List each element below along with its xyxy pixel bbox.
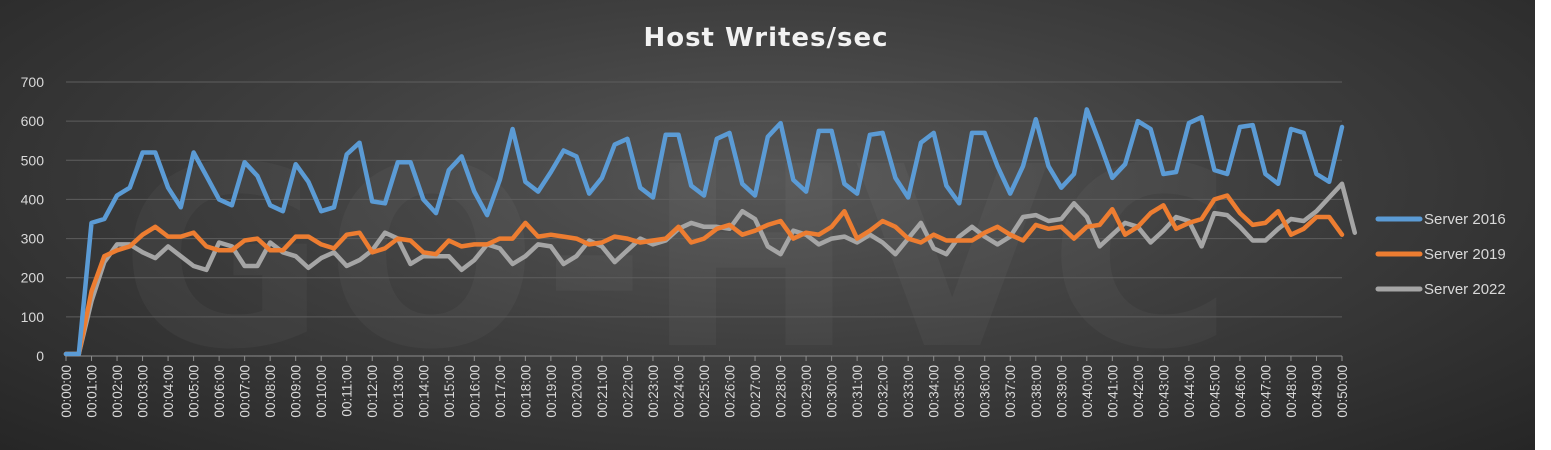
x-tick-label: 00:27:00 — [748, 365, 763, 418]
x-tick-label: 00:24:00 — [671, 365, 686, 418]
x-tick-label: 00:20:00 — [569, 365, 584, 418]
x-tick-label: 00:23:00 — [646, 365, 661, 418]
x-tick-label: 00:46:00 — [1233, 365, 1248, 418]
y-tick-label: 100 — [21, 309, 45, 325]
legend-label: Server 2019 — [1424, 246, 1506, 263]
x-tick-label: 00:15:00 — [442, 365, 457, 418]
y-tick-label: 700 — [21, 74, 45, 90]
y-tick-label: 300 — [21, 231, 45, 247]
x-tick-label: 00:49:00 — [1309, 365, 1324, 418]
x-tick-label: 00:21:00 — [595, 365, 610, 418]
x-tick-label: 00:06:00 — [212, 365, 227, 418]
x-tick-label: 00:17:00 — [493, 365, 508, 418]
x-tick-label: 00:29:00 — [799, 365, 814, 418]
x-tick-label: 00:02:00 — [110, 365, 125, 418]
x-tick-label: 00:41:00 — [1105, 365, 1120, 418]
legend-label: Server 2016 — [1424, 211, 1506, 228]
x-tick-label: 00:45:00 — [1207, 365, 1222, 418]
x-tick-label: 00:25:00 — [697, 365, 712, 418]
legend-item: Server 2016 — [1375, 211, 1506, 228]
x-tick-label: 00:04:00 — [161, 365, 176, 418]
x-tick-label: 00:05:00 — [187, 365, 202, 418]
x-tick-label: 00:50:00 — [1335, 365, 1350, 418]
x-tick-label: 00:44:00 — [1182, 365, 1197, 418]
x-tick-label: 00:16:00 — [467, 365, 482, 418]
x-tick-label: 00:09:00 — [289, 365, 304, 418]
x-tick-label: 00:19:00 — [544, 365, 559, 418]
x-tick-label: 00:12:00 — [365, 365, 380, 418]
y-axis: 0 100 200 300 400 500 600 700 — [21, 74, 45, 364]
x-tick-label: 00:47:00 — [1258, 365, 1273, 418]
x-tick-label: 00:30:00 — [825, 365, 840, 418]
x-tick-label: 00:00:00 — [59, 365, 74, 418]
y-tick-label: 0 — [36, 348, 44, 364]
x-tick-label: 00:36:00 — [978, 365, 993, 418]
x-tick-label: 00:39:00 — [1054, 365, 1069, 418]
watermark: GO-HVC — [120, 113, 1232, 404]
x-tick-label: 00:38:00 — [1029, 365, 1044, 418]
series-line-server-2016 — [63, 107, 1345, 357]
x-tick-label: 00:42:00 — [1131, 365, 1146, 418]
x-tick-label: 00:14:00 — [416, 365, 431, 418]
x-tick-label: 00:03:00 — [136, 365, 151, 418]
x-axis: 00:00:00 00:01:00 00:02:00 00:03:00 00:04:00… — [59, 356, 1350, 418]
x-tick-label: 00:11:00 — [340, 365, 355, 417]
x-tick-label: 00:13:00 — [391, 365, 406, 418]
x-tick-label: 00:10:00 — [314, 365, 329, 418]
series-line-server-2019 — [63, 193, 1345, 357]
legend-label: Server 2022 — [1424, 281, 1506, 298]
chart-title: Host Writes/sec — [643, 23, 888, 53]
x-tick-label: 00:01:00 — [85, 365, 100, 418]
x-tick-label: 00:28:00 — [774, 365, 789, 418]
x-tick-label: 00:34:00 — [927, 365, 942, 418]
x-tick-label: 00:31:00 — [850, 365, 865, 418]
x-tick-label: 00:48:00 — [1284, 365, 1299, 418]
x-tick-label: 00:37:00 — [1003, 365, 1018, 418]
x-tick-label: 00:18:00 — [518, 365, 533, 418]
y-tick-label: 600 — [21, 113, 45, 129]
x-tick-label: 00:26:00 — [723, 365, 738, 418]
legend-item: Server 2019 — [1375, 246, 1506, 263]
legend-item: Server 2022 — [1375, 281, 1506, 298]
y-tick-label: 500 — [21, 152, 45, 168]
x-tick-label: 00:07:00 — [238, 365, 253, 418]
gridlines — [66, 81, 1342, 357]
x-tick-label: 00:22:00 — [620, 365, 635, 418]
y-tick-label: 400 — [21, 191, 45, 207]
x-tick-label: 00:40:00 — [1080, 365, 1095, 418]
x-tick-label: 00:33:00 — [901, 365, 916, 418]
series-lines — [63, 107, 1358, 357]
x-tick-label: 00:08:00 — [263, 365, 278, 418]
legend: Server 2016 Server 2019 Server 2022 — [1375, 211, 1506, 298]
y-tick-label: 200 — [21, 270, 45, 286]
x-tick-label: 00:32:00 — [876, 365, 891, 418]
x-tick-label: 00:35:00 — [952, 365, 967, 418]
x-tick-label: 00:43:00 — [1156, 365, 1171, 418]
